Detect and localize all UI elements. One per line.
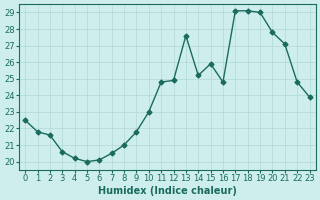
X-axis label: Humidex (Indice chaleur): Humidex (Indice chaleur) [98,186,237,196]
